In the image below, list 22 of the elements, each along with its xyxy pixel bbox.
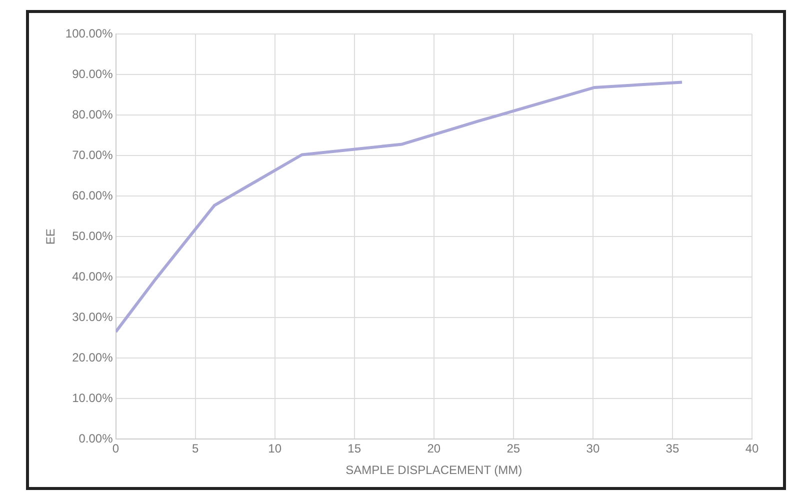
x-tick-label: 40 — [745, 442, 759, 456]
y-tick-label: 70.00% — [72, 148, 114, 162]
x-axis-title: SAMPLE DISPLACEMENT (MM) — [346, 463, 522, 478]
x-tick-label: 15 — [348, 442, 362, 456]
x-tick-label: 30 — [586, 442, 600, 456]
x-tick-label: 5 — [192, 442, 199, 456]
y-axis-title: EE — [44, 228, 58, 245]
y-tick-label: 30.00% — [72, 310, 114, 324]
x-tick-label: 20 — [427, 442, 441, 456]
y-tick-label: 0.00% — [78, 432, 114, 446]
y-tick-label: 40.00% — [72, 269, 114, 284]
x-tick-label: 10 — [268, 442, 282, 456]
y-tick-label: 20.00% — [72, 350, 114, 364]
y-tick-label: 100.00% — [65, 26, 114, 40]
y-tick-label: 10.00% — [72, 390, 114, 405]
x-tick-label: 35 — [666, 442, 680, 456]
y-tick-label: 90.00% — [72, 66, 114, 81]
x-tick-label: 25 — [506, 442, 520, 456]
y-tick-label: 80.00% — [72, 107, 114, 122]
y-tick-label: 60.00% — [72, 188, 114, 202]
x-tick-label: 0 — [112, 442, 120, 456]
y-tick-label: 50.00% — [72, 228, 114, 243]
